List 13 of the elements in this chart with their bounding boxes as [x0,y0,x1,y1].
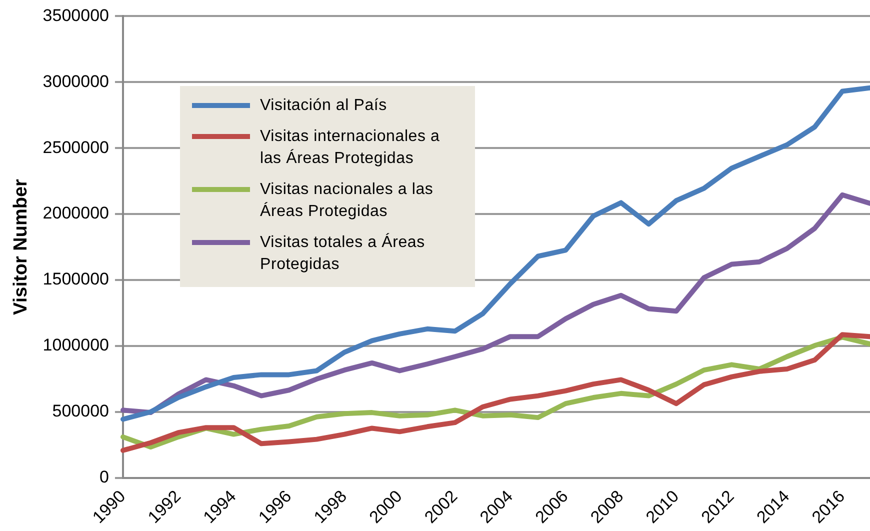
y-tick-label: 2500000 [42,138,109,157]
legend-label: Visitas internacionales a las Áreas Protegidas [260,127,441,169]
y-tick-label: 3500000 [42,6,109,25]
y-tick-label: 0 [100,468,109,487]
legend-label: Visitación al País [260,96,388,116]
y-tick-label: 1500000 [42,270,109,289]
y-tick-label: 3000000 [42,72,109,91]
y-axis-title: Visitor Number [10,178,32,315]
y-tick-label: 1000000 [42,336,109,355]
y-tick-label: 2000000 [42,204,109,223]
legend-label: Visitas totales a Áreas Protegidas [260,232,426,275]
y-tick-label: 500000 [52,402,109,421]
legend-label: Visitas nacionales a las Áreas Protegidas [260,180,434,222]
